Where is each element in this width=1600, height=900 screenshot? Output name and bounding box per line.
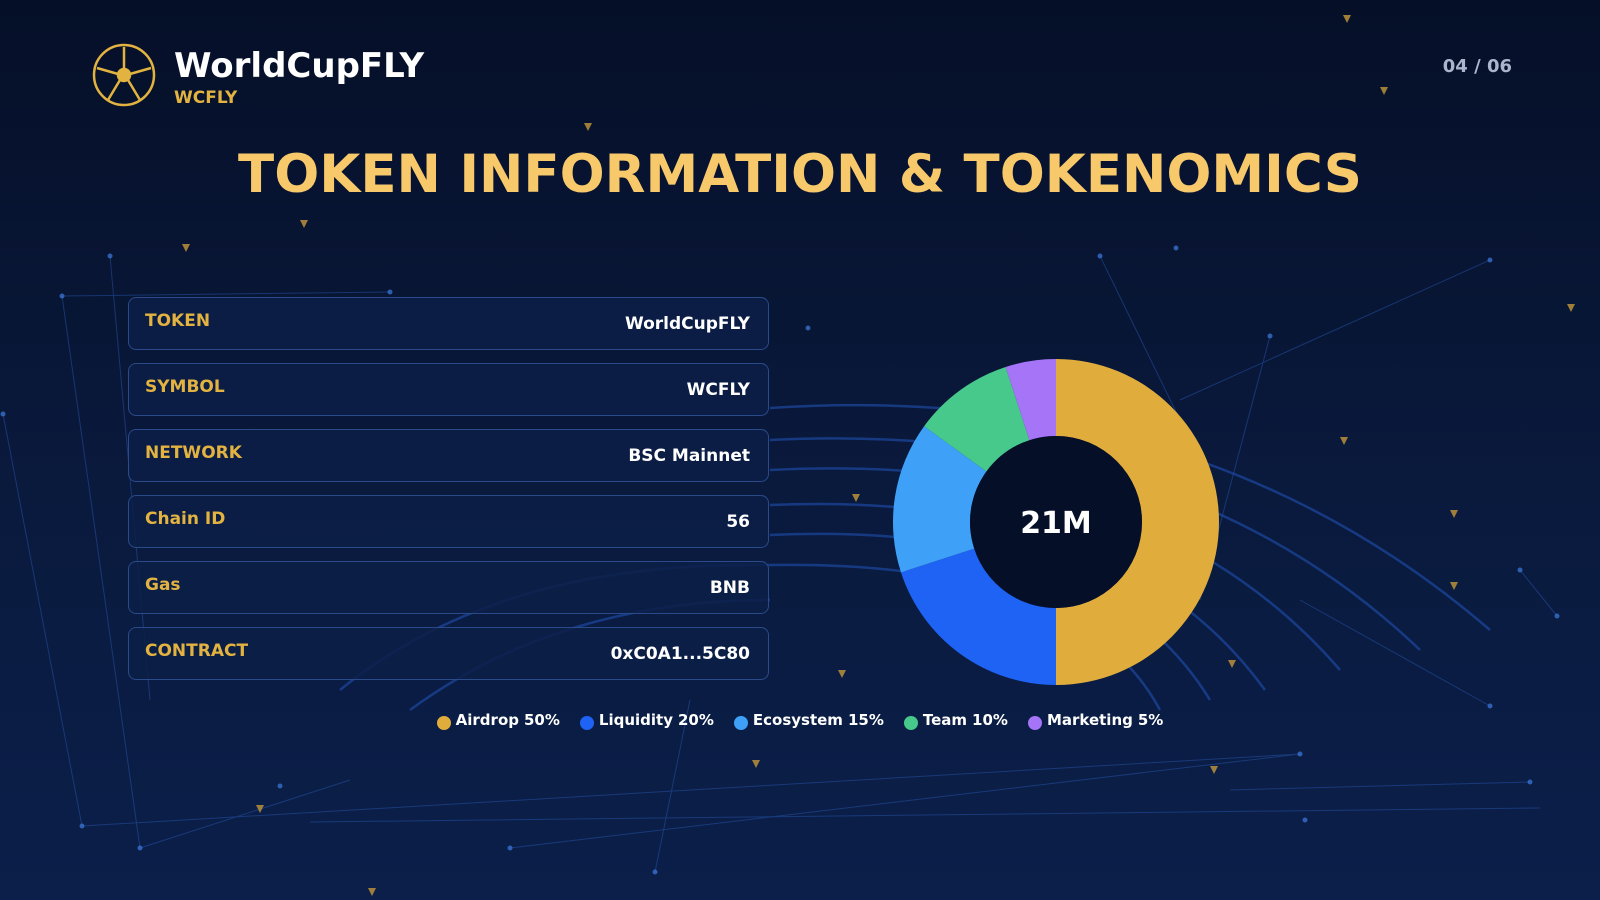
legend-item: Liquidity 20% [579, 710, 714, 730]
legend-value: 15% [847, 711, 884, 729]
table-row: NETWORK BSC Mainnet [128, 429, 769, 482]
table-row: Gas BNB [128, 561, 769, 614]
row-value: 56 [726, 511, 750, 532]
legend-swatch [733, 716, 748, 730]
page-number: 04 / 06 [1442, 56, 1512, 77]
table-row: CONTRACT 0xC0A1...5C80 [128, 627, 769, 680]
legend-label: Team [922, 711, 968, 729]
slide-title: TOKEN INFORMATION & TOKENOMICS [238, 144, 1362, 205]
legend-value: 20% [677, 711, 714, 729]
row-label: NETWORK [145, 442, 242, 463]
table-row: Chain ID 56 [128, 495, 769, 548]
legend-label: Marketing [1046, 711, 1133, 729]
legend-item: Team 10% [903, 710, 1008, 730]
legend-item: Ecosystem 15% [733, 710, 884, 730]
row-value: WCFLY [686, 379, 750, 400]
row-label: SYMBOL [145, 376, 225, 397]
legend-swatch [579, 716, 594, 730]
brand-name: WorldCupFLY [174, 46, 425, 86]
legend-label: Ecosystem [752, 711, 843, 729]
table-row: SYMBOL WCFLY [128, 363, 769, 416]
legend-swatch [903, 716, 918, 730]
legend-label: Airdrop [455, 711, 519, 729]
legend-value: 10% [972, 711, 1008, 729]
legend-value: 5% [1137, 711, 1164, 729]
row-value: 0xC0A1...5C80 [610, 643, 750, 664]
legend-item: Airdrop 50% [436, 710, 560, 730]
brand-ticker: WCFLY [174, 88, 238, 108]
table-row: TOKEN WorldCupFLY [128, 297, 769, 350]
row-label: TOKEN [145, 310, 211, 331]
legend-swatch [436, 716, 451, 730]
row-label: Gas [145, 574, 181, 595]
token-info-table: TOKEN WorldCupFLY SYMBOL WCFLY NETWORK BSC Ma… [128, 297, 769, 693]
legend-item: Marketing 5% [1027, 710, 1164, 730]
row-value: BNB [709, 577, 750, 598]
row-label: Chain ID [145, 508, 226, 529]
legend-label: Liquidity [598, 711, 673, 729]
row-value: WorldCupFLY [624, 313, 750, 334]
row-value: BSC Mainnet [628, 445, 750, 466]
logo [92, 43, 156, 107]
legend: Airdrop 50% Liquidity 20% Ecosystem 15% Team 10… [0, 710, 1600, 730]
legend-value: 50% [523, 711, 560, 729]
row-label: CONTRACT [145, 640, 249, 661]
legend-swatch [1027, 716, 1042, 730]
